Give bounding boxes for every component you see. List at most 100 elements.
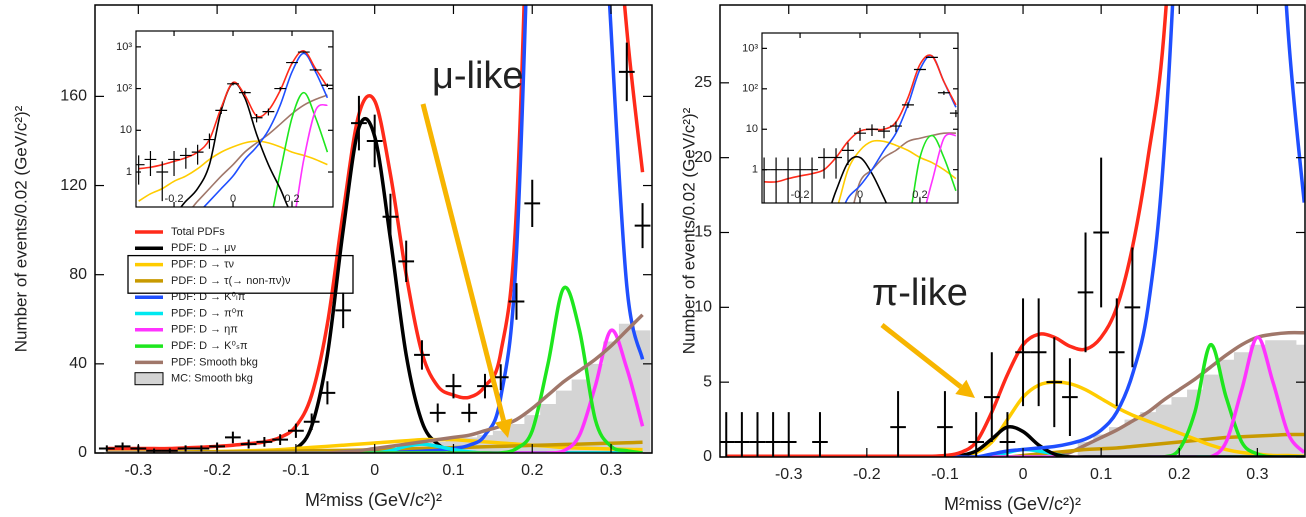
data-point	[877, 126, 890, 139]
y-tick-label: 10	[746, 123, 758, 135]
data-point	[193, 445, 210, 452]
pdf-curve	[830, 155, 888, 203]
x-tick-label: -0.2	[853, 466, 881, 483]
x-tick-label: 0	[230, 193, 236, 205]
data-point	[288, 423, 304, 438]
x-tick-label: -0.1	[931, 466, 959, 483]
data-point	[968, 412, 984, 457]
inset-background	[762, 33, 958, 203]
data-point	[429, 403, 446, 423]
y-tick-label: 80	[69, 266, 87, 283]
data-point	[227, 82, 239, 86]
y-tick-label: 10²	[116, 82, 132, 94]
y-tick-label: 0	[703, 448, 712, 465]
data-point	[842, 142, 855, 166]
data-point	[414, 340, 430, 370]
x-tick-label: 0.2	[521, 462, 543, 479]
data-point	[144, 150, 157, 177]
data-point	[297, 51, 310, 53]
data-point	[937, 391, 953, 457]
legend-label: PDF: D → ηπ	[171, 324, 238, 336]
data-point	[794, 157, 807, 203]
data-point	[366, 114, 383, 168]
data-point	[351, 95, 367, 151]
legend-label: PDF: Smooth bkg	[171, 356, 258, 368]
legend-swatch	[134, 372, 164, 386]
data-point	[215, 107, 228, 115]
data-point	[256, 436, 273, 447]
x-tick-label: -0.2	[203, 462, 231, 479]
plot-frame	[135, 30, 334, 208]
legend-label: PDF: D → K⁰ₗπ	[171, 291, 246, 303]
data-point	[240, 439, 257, 449]
histogram	[98, 323, 651, 453]
data-point	[890, 391, 906, 457]
y-tick-label: 120	[60, 177, 87, 194]
y-tick-label: 160	[60, 88, 87, 105]
data-point	[983, 352, 1000, 443]
x-tick-label: 0.2	[284, 193, 299, 205]
data-point	[734, 412, 750, 457]
data-point	[335, 292, 352, 329]
data-point	[1093, 157, 1109, 308]
annotation: π-like	[872, 272, 968, 314]
data-point	[136, 155, 145, 185]
data-point	[179, 147, 192, 169]
data-point	[925, 56, 938, 59]
data-point	[177, 445, 194, 452]
data-point	[901, 102, 914, 108]
data-point	[319, 381, 336, 405]
x-tick-label: 0	[1019, 466, 1028, 483]
data-point	[321, 83, 333, 88]
data-point	[770, 157, 783, 203]
pdf-curve	[106, 285, 643, 453]
data-point	[634, 203, 651, 249]
data-point	[168, 150, 180, 177]
histogram	[720, 340, 1305, 457]
data-point	[492, 364, 509, 391]
data-point	[830, 148, 843, 179]
x-tick-label: 0.2	[912, 189, 927, 201]
data-point	[782, 157, 795, 203]
data-point	[203, 133, 216, 149]
data-point	[477, 373, 493, 399]
y-tick-label: 25	[694, 74, 712, 91]
data-point	[1062, 358, 1078, 437]
data-point	[156, 161, 169, 202]
data-point	[1077, 232, 1094, 353]
data-point	[1108, 298, 1125, 407]
data-point	[937, 90, 950, 95]
annotation-arrow	[420, 103, 506, 422]
y-tick-label: 10	[694, 299, 712, 316]
data-point	[508, 283, 525, 320]
data-point	[1124, 247, 1141, 368]
pdf-curve	[726, 5, 1305, 457]
data-point	[812, 412, 828, 457]
data-point	[238, 90, 251, 95]
data-point	[98, 445, 115, 452]
pdf-curve	[853, 132, 956, 203]
x-tick-label: 0	[857, 189, 863, 201]
x-tick-label: 0.3	[1246, 466, 1268, 483]
data-point	[1015, 298, 1031, 407]
data-point	[224, 431, 241, 444]
legend-label: PDF: D → π⁰π	[171, 307, 244, 319]
pdf-curve	[138, 140, 328, 202]
pdf-curve	[911, 134, 957, 203]
plot-marks	[720, 5, 1305, 457]
x-tick-label: -0.1	[282, 462, 310, 479]
legend-label: MC: Smooth bkg	[171, 373, 253, 385]
pdf-curve	[726, 330, 1305, 457]
plot-marks	[762, 54, 958, 203]
x-tick-label: 0	[370, 462, 379, 479]
legend-highlight	[127, 254, 354, 294]
data-point	[999, 412, 1016, 457]
data-point	[398, 240, 415, 283]
data-point	[818, 148, 831, 179]
x-axis-label: M²miss (GeV/c²)²	[944, 494, 1081, 514]
data-point	[889, 121, 902, 133]
legend-label: PDF: D → μν	[171, 242, 237, 254]
x-axis-label: M²miss (GeV/c²)²	[305, 490, 442, 510]
pdf-curve	[837, 139, 957, 203]
